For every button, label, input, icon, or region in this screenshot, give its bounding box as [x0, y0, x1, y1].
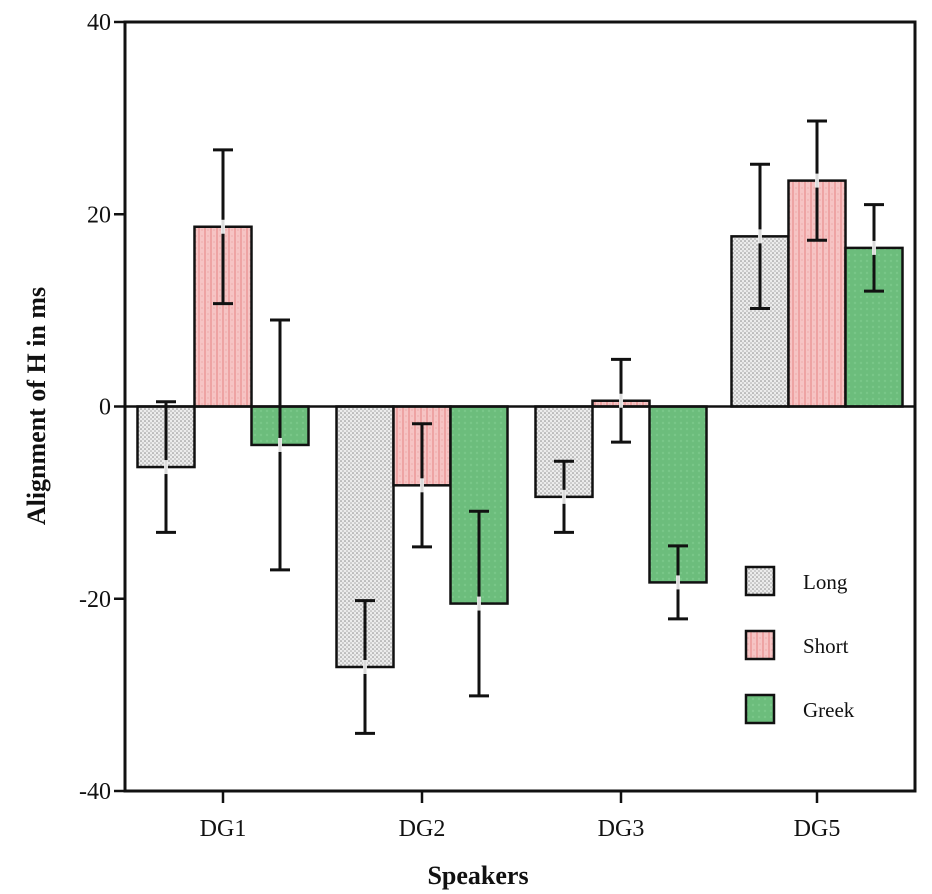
legend: Long Short Greek [744, 565, 855, 725]
error-bar-long-dg3 [554, 459, 574, 534]
x-tick-label: DG2 [399, 816, 446, 842]
y-axis: 40 20 0 -20 -40 [79, 10, 125, 805]
error-bar-greek-dg1 [270, 318, 290, 572]
legend-swatch-greek [744, 693, 776, 725]
error-bars-layer [156, 119, 884, 735]
y-axis-title: Alignment of H in ms [22, 287, 51, 525]
y-tick-label: 0 [99, 395, 111, 421]
x-tick-label: DG1 [200, 816, 247, 842]
error-bar-short-dg2 [412, 422, 432, 549]
x-tick-label: DG3 [598, 816, 645, 842]
legend-label: Long [803, 570, 848, 594]
legend-item-short: Short [744, 629, 849, 661]
error-bar-long-dg2 [355, 599, 375, 735]
x-axis-title: Speakers [427, 861, 528, 890]
y-tick-label: 20 [87, 202, 111, 228]
error-bar-long-dg5 [750, 162, 770, 310]
error-bar-greek-dg2 [469, 509, 489, 698]
error-bar-short-dg3 [611, 357, 631, 444]
x-axis: DG1 DG2 DG3 DG5 [200, 791, 841, 842]
y-tick-label: -40 [79, 779, 111, 805]
legend-label: Short [803, 634, 849, 658]
bars-layer [136, 179, 904, 669]
y-tick-label: 40 [87, 10, 111, 36]
error-bar-greek-dg3 [668, 544, 688, 621]
y-tick-label: -20 [79, 587, 111, 613]
x-tick-label: DG5 [794, 816, 841, 842]
error-bar-greek-dg5 [864, 203, 884, 293]
error-bar-short-dg1 [213, 148, 233, 306]
legend-label: Greek [803, 698, 855, 722]
legend-item-long: Long [744, 565, 848, 597]
legend-item-greek: Greek [744, 693, 855, 725]
error-bar-long-dg1 [156, 400, 176, 534]
legend-swatch-long [744, 565, 776, 597]
legend-swatch-short [744, 629, 776, 661]
error-bar-short-dg5 [807, 119, 827, 242]
